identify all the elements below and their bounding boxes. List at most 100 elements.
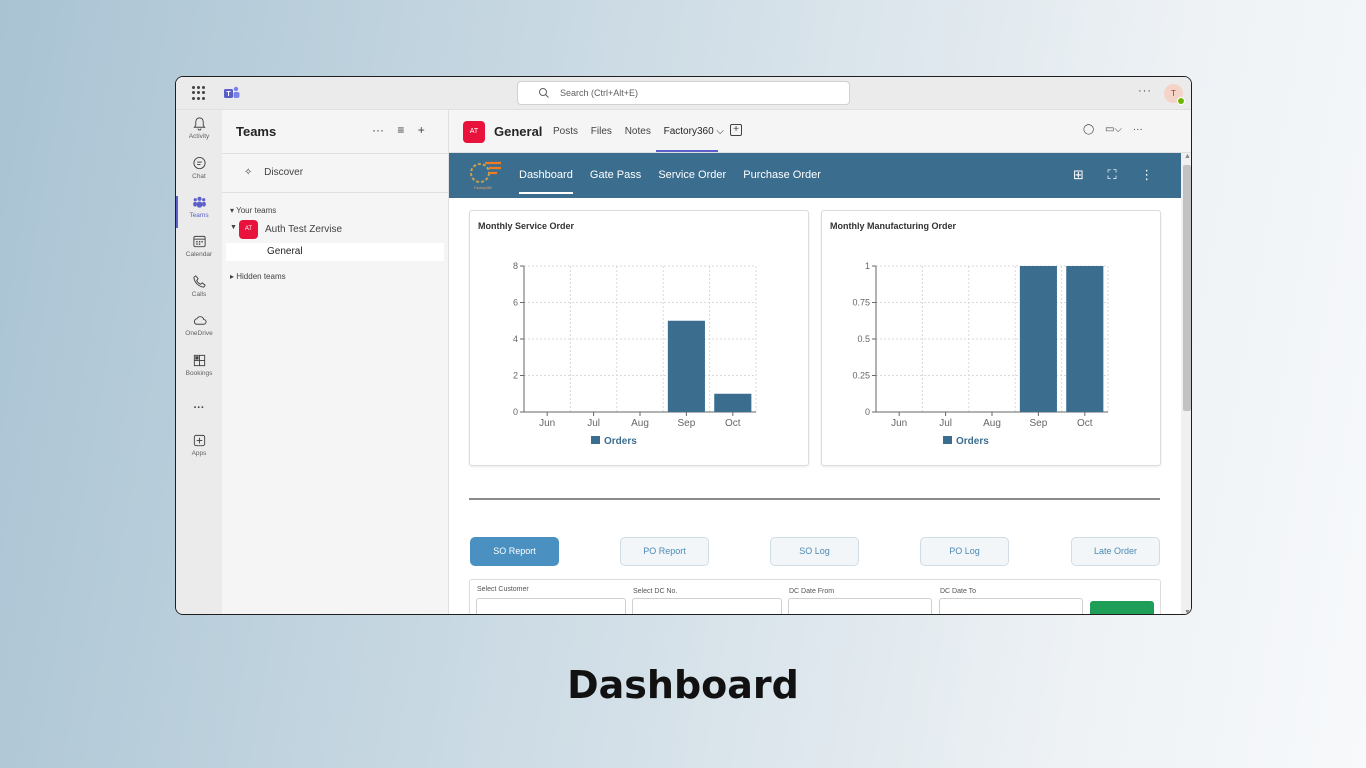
customer-select[interactable] xyxy=(476,598,626,614)
y-tick-label: 0.75 xyxy=(852,298,870,308)
rail-bookings[interactable]: Bookings xyxy=(176,353,222,389)
tab-factory360[interactable]: Factory360 ⌵ xyxy=(663,126,724,137)
more-icon: ··· xyxy=(193,402,205,414)
filter-icon[interactable]: ≡ xyxy=(397,123,405,137)
legend-label: Orders xyxy=(956,436,989,447)
chart-title: Monthly Manufacturing Order xyxy=(830,221,956,231)
active-tab-indicator xyxy=(656,150,718,152)
discover-link[interactable]: ✧ Discover xyxy=(244,167,303,178)
rail-label: Chat xyxy=(192,173,206,180)
legend-swatch xyxy=(943,436,952,444)
rail-onedrive[interactable]: OneDrive xyxy=(176,313,222,349)
logo-caption: Factory360 xyxy=(474,186,492,190)
team-item[interactable]: ▼ AT Auth Test Zervise xyxy=(230,220,440,240)
y-tick-label: 0.5 xyxy=(857,334,870,344)
po-report-button[interactable]: PO Report xyxy=(620,537,709,566)
service-order-chart: 0 2 4 6 8 Jun Jul Aug Sep Oct Orders xyxy=(513,261,757,447)
tab-notes[interactable]: Notes xyxy=(624,126,651,137)
rail-label: Apps xyxy=(191,450,207,457)
more-options-icon[interactable]: ··· xyxy=(1132,124,1143,135)
rail-label: Calls xyxy=(191,291,207,298)
dc-date-from-input[interactable] xyxy=(788,598,932,614)
fullscreen-icon[interactable]: ⛶ xyxy=(1107,167,1117,182)
discover-label: Discover xyxy=(264,167,304,178)
active-nav-indicator xyxy=(519,192,573,194)
report-filter-panel: Select Customer Select DC No. DC Date Fr… xyxy=(469,579,1161,614)
kebab-menu-icon[interactable]: ⋮ xyxy=(1140,167,1154,182)
channel-tabs: Posts Files Notes Factory360 ⌵ xyxy=(553,126,734,137)
dc-date-to-input[interactable] xyxy=(939,598,1083,614)
dc-number-select[interactable] xyxy=(632,598,782,614)
rail-chat[interactable]: Chat xyxy=(176,156,222,192)
channel-avatar: AT xyxy=(463,121,485,143)
so-report-button[interactable]: SO Report xyxy=(470,537,559,566)
search-input[interactable]: Search (Ctrl+Alt+E) xyxy=(517,81,850,105)
scroll-up-icon[interactable]: ▲ xyxy=(1184,153,1191,160)
late-order-button[interactable]: Late Order xyxy=(1071,537,1160,566)
so-log-button[interactable]: SO Log xyxy=(770,537,859,566)
more-options-icon[interactable]: ··· xyxy=(372,123,384,137)
bookings-icon xyxy=(193,354,205,367)
hidden-teams-header[interactable]: ▸ Hidden teams xyxy=(230,272,286,281)
factory360-logo: Factory360 xyxy=(470,161,501,190)
video-call-icon[interactable]: ▭⌵ xyxy=(1104,124,1123,135)
legend-swatch xyxy=(591,436,600,444)
user-avatar[interactable]: T xyxy=(1164,84,1185,105)
rail-calendar[interactable]: Calendar xyxy=(176,234,222,270)
teams-icon xyxy=(192,196,206,208)
app-launcher-icon[interactable] xyxy=(192,86,206,100)
add-square-icon[interactable]: ⊞ xyxy=(1073,167,1084,182)
rail-activity[interactable]: Activity xyxy=(176,116,222,152)
section-divider xyxy=(469,498,1160,500)
rail-calls[interactable]: Calls xyxy=(176,274,222,310)
scroll-down-icon[interactable]: ▼ xyxy=(1184,609,1191,615)
rail-more[interactable]: ··· xyxy=(176,400,222,436)
nav-service-order[interactable]: Service Order xyxy=(658,169,727,181)
nav-purchase-order[interactable]: Purchase Order xyxy=(743,169,821,181)
calendar-icon xyxy=(192,235,206,248)
tab-files[interactable]: Files xyxy=(590,126,612,137)
tab-posts[interactable]: Posts xyxy=(553,126,579,137)
conversation-icon[interactable]: ◯ xyxy=(1083,124,1095,135)
channel-item-general[interactable]: General xyxy=(226,243,444,261)
filter-label: DC Date From xyxy=(789,588,835,595)
more-options-icon[interactable]: ··· xyxy=(1138,85,1152,97)
bar xyxy=(667,320,705,412)
x-tick-label: Jul xyxy=(939,418,952,429)
user-initial: T xyxy=(1171,89,1176,98)
manufacturing-order-chart: 0 0.25 0.5 0.75 1 Jun Jul Aug Sep Oct Orders xyxy=(852,261,1109,447)
rail-label: Calendar xyxy=(185,251,213,258)
x-tick-label: Sep xyxy=(678,418,696,429)
scrollbar[interactable]: ▲ ▼ xyxy=(1181,153,1191,615)
bar xyxy=(1066,266,1104,412)
main-content: AT General Posts Files Notes Factory360 … xyxy=(449,110,1191,615)
hidden-teams-label: Hidden teams xyxy=(236,272,286,281)
caret-down-icon: ▾ xyxy=(230,206,237,215)
po-log-button[interactable]: PO Log xyxy=(920,537,1009,566)
search-placeholder: Search (Ctrl+Alt+E) xyxy=(560,88,639,98)
app-navbar: Factory360 Dashboard Gate Pass Service O… xyxy=(449,153,1181,198)
nav-dashboard[interactable]: Dashboard xyxy=(519,169,573,181)
phone-icon xyxy=(192,275,206,288)
teams-pane-actions: ··· ≡ + xyxy=(372,123,435,137)
rail-label: Bookings xyxy=(185,370,213,377)
rail-teams[interactable]: Teams xyxy=(176,195,222,231)
cloud-icon xyxy=(193,316,207,325)
legend-label: Orders xyxy=(604,436,637,447)
team-name: Auth Test Zervise xyxy=(265,224,343,235)
teams-list-pane: Teams ··· ≡ + ✧ Discover ▾ Your teams ▼ … xyxy=(222,110,449,614)
add-icon[interactable]: + xyxy=(417,123,425,137)
rail-label: OneDrive xyxy=(185,330,213,337)
rail-apps[interactable]: Apps xyxy=(176,433,222,469)
submit-button[interactable] xyxy=(1090,601,1154,614)
dashboard-content: Monthly Service Order 0 2 4 6 8 Jun Jul Aug Sep O… xyxy=(449,198,1181,614)
your-teams-header[interactable]: ▾ Your teams xyxy=(230,206,276,215)
add-tab-icon[interactable]: + xyxy=(730,124,742,136)
scrollbar-thumb[interactable] xyxy=(1183,165,1191,411)
nav-gate-pass[interactable]: Gate Pass xyxy=(589,169,642,181)
teams-window: T Search (Ctrl+Alt+E) ··· T Activity Cha… xyxy=(175,76,1192,615)
teams-pane-title: Teams xyxy=(236,124,277,139)
header-actions: ◯ ▭⌵ ··· xyxy=(1083,124,1151,135)
chart-title: Monthly Service Order xyxy=(478,221,575,231)
sparkle-icon: ✧ xyxy=(244,167,253,178)
